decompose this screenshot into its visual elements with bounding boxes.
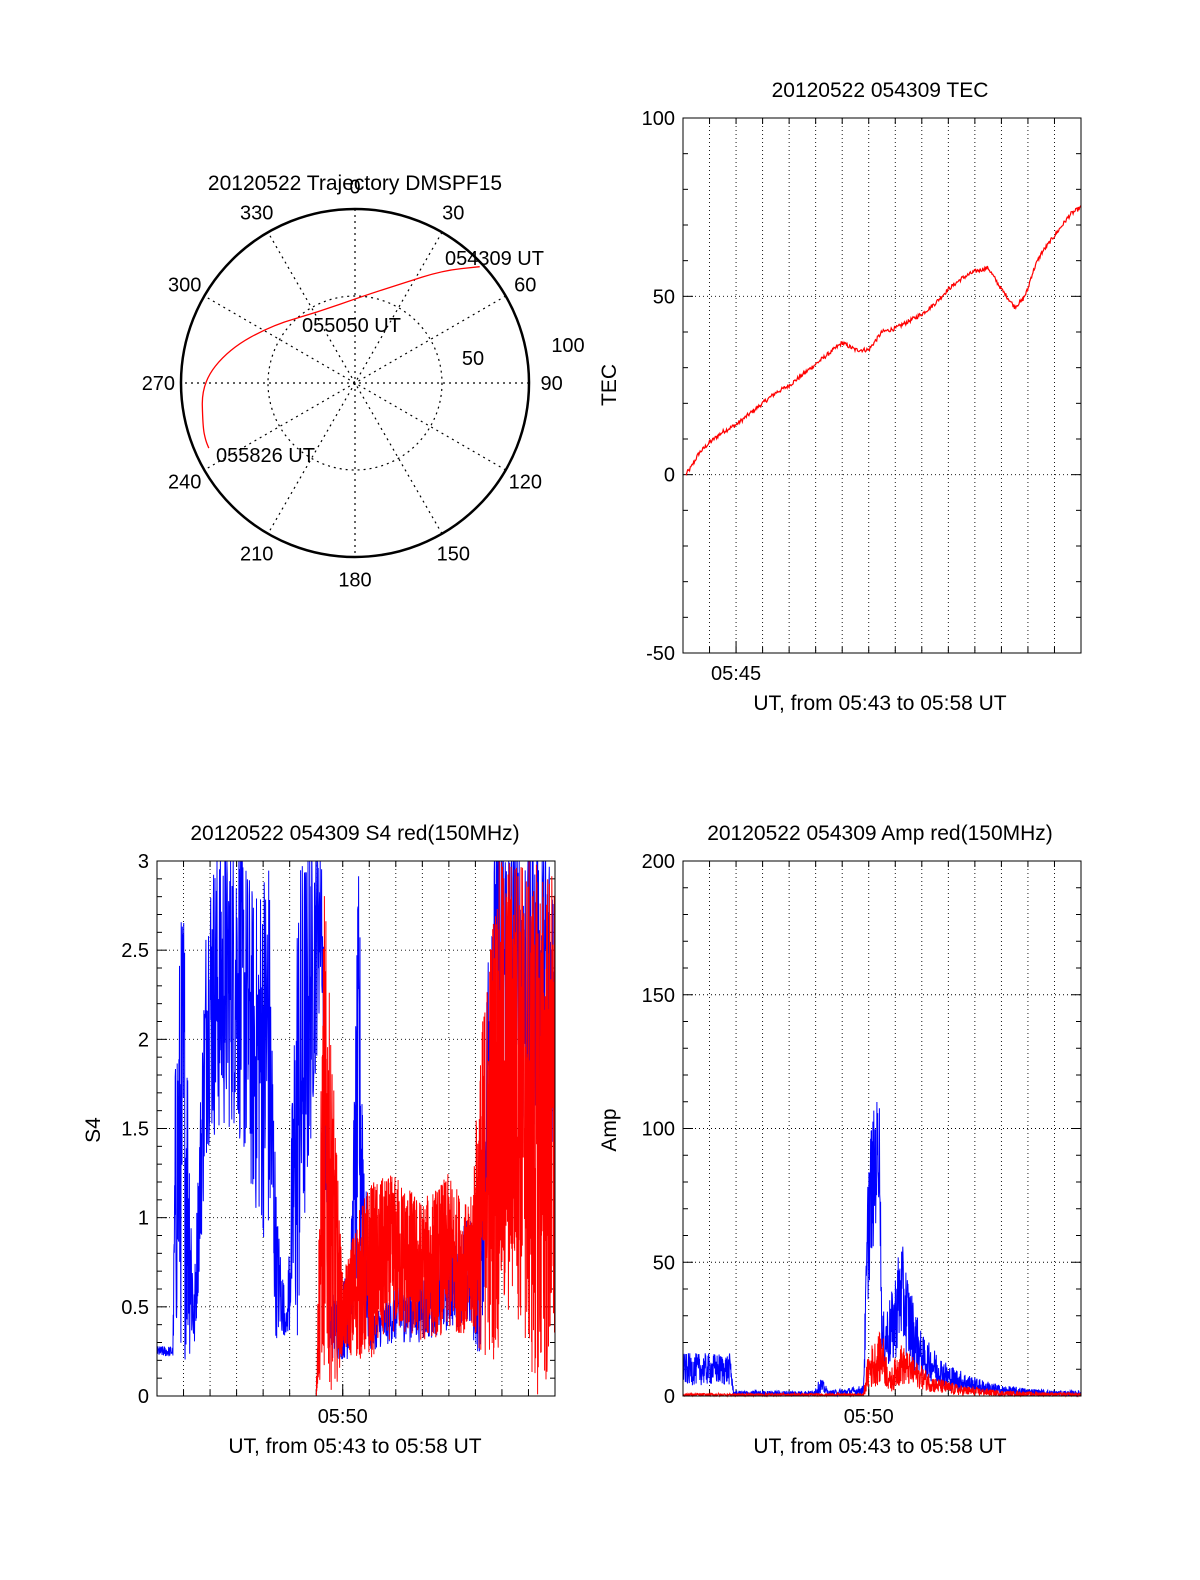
- tec-title: 20120522 054309 TEC: [772, 79, 989, 102]
- azimuth-label: 60: [514, 275, 536, 297]
- amp-y-tick-label: 150: [642, 985, 675, 1007]
- polar-outer-circle: [179, 207, 531, 559]
- s4-y-tick-label: 0.5: [121, 1297, 149, 1319]
- azimuth-label: 120: [509, 471, 542, 493]
- amp-y-tick-label: 100: [642, 1119, 675, 1141]
- azimuth-label: 0: [349, 176, 360, 198]
- azimuth-label: 210: [240, 543, 273, 565]
- amp-y-tick-label: 50: [653, 1252, 675, 1274]
- tec-traces: [685, 205, 1082, 476]
- azimuth-label: 150: [437, 543, 470, 565]
- tec-y-tick-label: 50: [653, 286, 675, 308]
- amp-blue-series-line: [682, 1101, 1082, 1398]
- s4-red-series-line: [315, 860, 556, 1397]
- azimuth-label: 300: [168, 275, 201, 297]
- polar-grid: [181, 209, 529, 557]
- tec-panel: 20120522 054309 TEC -50 0 50 100 05:45 U…: [598, 79, 1082, 715]
- amp-x-tick-label: 05:50: [844, 1406, 894, 1428]
- s4-y-axis-label: S4: [82, 1117, 105, 1143]
- track-start-label: 054309 UT: [445, 248, 544, 270]
- azimuth-label: 330: [240, 203, 273, 225]
- radial-tick-label-100: 100: [551, 335, 584, 357]
- s4-plot-frame: [156, 860, 556, 1397]
- azimuth-labels: 0 30 60 90 120 150 180 210 240 270 300 3…: [142, 176, 563, 591]
- tec-y-tick-label: 0: [664, 465, 675, 487]
- track-mid-label: 055050 UT: [302, 315, 401, 337]
- s4-panel: 20120522 054309 S4 red(150MHz) 0 0.5 1 1…: [82, 822, 556, 1458]
- tec-x-tick-label: 05:45: [711, 663, 761, 685]
- s4-y-tick-label: 0: [138, 1386, 149, 1408]
- s4-y-tick-label: 2.5: [121, 940, 149, 962]
- amp-y-tick-label: 0: [664, 1386, 675, 1408]
- polar-spoke: [267, 232, 443, 534]
- azimuth-label: 180: [338, 570, 371, 592]
- s4-x-tick-label: 05:50: [318, 1406, 368, 1428]
- amp-x-axis-label: UT, from 05:43 to 05:58 UT: [753, 1435, 1006, 1458]
- tec-ticks: [682, 117, 1082, 654]
- s4-y-tick-labels: 0 0.5 1 1.5 2 2.5 3: [121, 851, 149, 1408]
- tec-y-tick-label: -50: [646, 643, 675, 665]
- amp-panel: 20120522 054309 Amp red(150MHz) 0 50 100…: [598, 822, 1082, 1458]
- amp-y-tick-labels: 0 50 100 150 200: [642, 851, 675, 1408]
- tec-grid: [683, 118, 1081, 653]
- s4-y-tick-label: 1: [138, 1208, 149, 1230]
- tec-y-tick-labels: -50 0 50 100: [642, 108, 675, 665]
- amp-y-axis-label: Amp: [598, 1108, 621, 1151]
- tec-series-line: [685, 205, 1082, 476]
- amp-title: 20120522 054309 Amp red(150MHz): [707, 822, 1053, 845]
- track-end-label: 055826 UT: [216, 445, 315, 467]
- azimuth-label: 270: [142, 373, 175, 395]
- radial-tick-label-50: 50: [462, 348, 484, 370]
- trajectory-title: 20120522 Trajectory DMSPF15: [208, 172, 502, 195]
- s4-traces: [156, 860, 556, 1397]
- s4-y-tick-label: 2: [138, 1029, 149, 1051]
- s4-y-tick-label: 3: [138, 851, 149, 873]
- tec-plot-frame: [682, 117, 1082, 654]
- polar-ring-50: [267, 295, 443, 471]
- amp-red-series-line: [682, 1331, 1082, 1398]
- tec-x-axis-label: UT, from 05:43 to 05:58 UT: [753, 692, 1006, 715]
- s4-blue-series-line: [156, 860, 556, 1360]
- tec-y-axis-label: TEC: [598, 364, 621, 406]
- azimuth-label: 90: [540, 373, 562, 395]
- amp-plot-frame: [682, 860, 1082, 1397]
- trajectory-panel: 20120522 Trajectory DMSPF15 0 30 60 90 1…: [142, 172, 585, 592]
- amp-y-tick-label: 200: [642, 851, 675, 873]
- azimuth-label: 30: [442, 203, 464, 225]
- s4-title: 20120522 054309 S4 red(150MHz): [190, 822, 519, 845]
- tec-y-tick-label: 100: [642, 108, 675, 130]
- azimuth-label: 240: [168, 471, 201, 493]
- trajectory-track: [201, 266, 480, 449]
- s4-x-axis-label: UT, from 05:43 to 05:58 UT: [228, 1435, 481, 1458]
- s4-y-tick-label: 1.5: [121, 1119, 149, 1141]
- amp-traces: [682, 1101, 1082, 1398]
